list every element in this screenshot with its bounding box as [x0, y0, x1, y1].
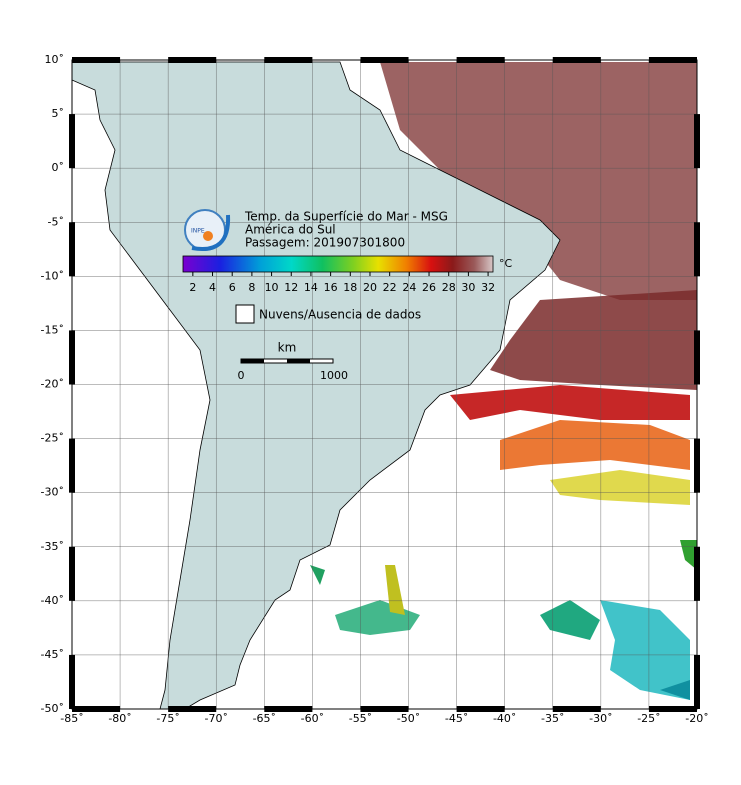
frame-bar: [168, 706, 217, 712]
x-tick-label: -45˚: [445, 712, 468, 725]
sst-field: [310, 62, 697, 700]
colorbar-tick-label: 14: [304, 281, 318, 294]
y-tick-label: 10˚: [45, 53, 65, 66]
y-tick-label: -40˚: [41, 594, 64, 607]
legend-swatch: [235, 304, 255, 324]
colorbar: [182, 255, 494, 273]
frame-bars: [69, 57, 700, 712]
frame-bar: [456, 706, 505, 712]
colorbar-tick-label: 4: [209, 281, 216, 294]
frame-bar: [552, 57, 601, 63]
y-tick-label: -10˚: [41, 269, 64, 282]
y-tick-label: -45˚: [41, 648, 64, 661]
frame-bar: [360, 706, 409, 712]
frame-bar: [694, 222, 700, 277]
legend-label: Nuvens/Ausencia de dados: [259, 308, 421, 322]
frame-bar: [694, 654, 700, 709]
colorbar-tick-label: 32: [481, 281, 495, 294]
frame-bar: [264, 706, 313, 712]
colorbar-tick-label: 22: [383, 281, 397, 294]
frame-bar: [456, 57, 505, 63]
x-tick-label: -65˚: [253, 712, 276, 725]
frame-bar: [72, 57, 121, 63]
y-tick-label: 0˚: [52, 161, 65, 174]
frame-bar: [69, 438, 75, 493]
x-tick-label: -50˚: [397, 712, 420, 725]
scale-end: 1000: [320, 369, 348, 382]
frame-bar: [69, 654, 75, 709]
logo-text: INPE: [191, 228, 205, 235]
x-tick-label: -60˚: [301, 712, 324, 725]
legend-panel: INPE Temp. da Superfície do Mar - MSG Am…: [182, 209, 513, 382]
y-tick-label: -25˚: [41, 432, 64, 445]
frame-bar: [648, 706, 697, 712]
x-tick-label: -75˚: [156, 712, 179, 725]
x-tick-label: -25˚: [637, 712, 660, 725]
y-tick-label: -15˚: [41, 323, 64, 336]
frame-bar: [69, 222, 75, 277]
logo-dot: [203, 231, 213, 241]
x-tick-label: -35˚: [541, 712, 564, 725]
x-tick-label: -30˚: [589, 712, 612, 725]
frame-bar: [694, 330, 700, 385]
scale-unit: km: [278, 341, 297, 355]
y-tick-label: -35˚: [41, 540, 64, 553]
frame-bar: [360, 57, 409, 63]
colorbar-tick-label: 8: [248, 281, 255, 294]
colorbar-tick-label: 12: [284, 281, 298, 294]
scale-bar-seg: [241, 359, 264, 363]
x-tick-label: -80˚: [108, 712, 131, 725]
y-tick-label: -20˚: [41, 378, 64, 391]
frame-bar: [264, 57, 313, 63]
colorbar-tick-label: 10: [265, 281, 279, 294]
x-tick-label: -85˚: [60, 712, 83, 725]
x-tick-label: -70˚: [204, 712, 227, 725]
colorbar-tick-label: 28: [442, 281, 456, 294]
frame-bar: [168, 57, 217, 63]
frame-bar: [72, 706, 121, 712]
frame-bar: [69, 330, 75, 385]
logo-arrow: [191, 214, 231, 251]
frame-bar: [69, 546, 75, 601]
colorbar-tick-label: 18: [343, 281, 357, 294]
colorbar-ticks: 2 4 6 8 10 12 14 16 18 20 22 24 26 28 30 32: [189, 272, 495, 294]
x-tick-label: -20˚: [685, 712, 708, 725]
colorbar-tick-label: 2: [189, 281, 196, 294]
frame-bar: [552, 706, 601, 712]
colorbar-tick-label: 26: [422, 281, 436, 294]
y-tick-label: -5˚: [48, 215, 64, 228]
colorbar-tick-label: 20: [363, 281, 377, 294]
colorbar-tick-label: 6: [229, 281, 236, 294]
colorbar-tick-label: 30: [461, 281, 475, 294]
x-tick-label: -55˚: [349, 712, 372, 725]
colorbar-unit: °C: [499, 257, 513, 270]
frame-bar: [694, 438, 700, 493]
y-tick-label: 5˚: [52, 107, 65, 120]
frame-bar: [694, 114, 700, 169]
frame-bar: [648, 57, 697, 63]
pass: Passagem: 201907301800: [245, 236, 405, 250]
y-tick-label: -30˚: [41, 486, 64, 499]
title: Temp. da Superfície do Mar - MSG: [244, 210, 448, 224]
colorbar-tick-label: 16: [324, 281, 338, 294]
region: América do Sul: [245, 223, 336, 237]
frame-bar: [69, 114, 75, 169]
frame-bar: [694, 546, 700, 601]
y-tick-label: -50˚: [41, 702, 64, 715]
colorbar-tick-label: 24: [402, 281, 416, 294]
x-tick-label: -40˚: [493, 712, 516, 725]
scale-start: 0: [238, 369, 245, 382]
scale-bar-seg: [287, 359, 310, 363]
